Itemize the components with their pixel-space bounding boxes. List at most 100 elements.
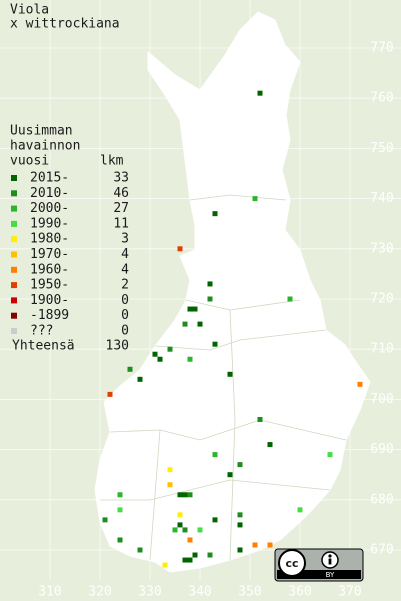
- x-tick-label: 320: [88, 585, 111, 600]
- legend-label: 1900-: [30, 293, 69, 308]
- observation: [117, 492, 123, 498]
- observation: [227, 472, 233, 478]
- observation: [127, 366, 133, 372]
- observation: [267, 542, 273, 548]
- observation: [172, 527, 178, 533]
- legend-header: havainnon: [10, 139, 80, 154]
- observation: [137, 376, 143, 382]
- legend-label: 2015-: [30, 171, 69, 186]
- legend-swatch: [11, 236, 17, 243]
- observation: [182, 557, 188, 563]
- legend-count: 4: [121, 247, 129, 262]
- observation: [197, 321, 203, 327]
- legend-count-header: lkm: [100, 154, 124, 169]
- y-tick-label: 770: [370, 41, 393, 56]
- observation: [252, 542, 258, 548]
- legend-count: 0: [121, 308, 129, 323]
- observation: [157, 356, 163, 362]
- observation: [152, 351, 158, 357]
- observation: [177, 512, 183, 518]
- observation: [187, 557, 193, 563]
- observation: [267, 442, 273, 448]
- x-tick-label: 340: [188, 585, 211, 600]
- title: Viola: [10, 3, 49, 18]
- observation: [182, 527, 188, 533]
- observation: [167, 346, 173, 352]
- observation: [207, 281, 213, 287]
- observation: [187, 356, 193, 362]
- legend-count: 46: [113, 186, 129, 201]
- x-tick-label: 330: [138, 585, 161, 600]
- observation: [162, 562, 168, 568]
- y-tick-label: 730: [370, 241, 393, 256]
- legend-label: 2010-: [30, 186, 69, 201]
- y-tick-label: 750: [370, 141, 393, 156]
- observation: [207, 296, 213, 302]
- legend-header: Uusimman: [10, 124, 73, 139]
- observation: [257, 416, 263, 422]
- observations: [102, 90, 363, 568]
- observation: [102, 517, 108, 523]
- y-tick-label: 690: [370, 442, 393, 457]
- observation: [212, 211, 218, 217]
- legend-label: 1960-: [30, 262, 69, 277]
- observation: [212, 517, 218, 523]
- observation: [207, 552, 213, 558]
- observation: [237, 547, 243, 553]
- legend-header: vuosi: [10, 154, 49, 169]
- observation: [107, 391, 113, 397]
- x-tick-label: 350: [238, 585, 261, 600]
- observation: [357, 381, 363, 387]
- observation: [177, 492, 183, 498]
- observation: [252, 196, 258, 202]
- y-tick-label: 740: [370, 191, 393, 206]
- region-borders: [100, 194, 347, 561]
- observation: [177, 522, 183, 528]
- y-tick-label: 670: [370, 543, 393, 558]
- legend-count: 11: [113, 216, 129, 231]
- legend-label: ???: [30, 324, 53, 339]
- legend-swatch: [11, 282, 17, 289]
- legend-swatch: [11, 205, 17, 212]
- finland-outline: [94, 11, 371, 573]
- legend-swatch: [11, 220, 17, 227]
- observation: [197, 527, 203, 533]
- legend-count: 4: [121, 262, 129, 277]
- x-tick-label: 310: [38, 585, 61, 600]
- legend-label: 1990-: [30, 216, 69, 231]
- observation: [187, 492, 193, 498]
- observation: [227, 371, 233, 377]
- legend-label: 2000-: [30, 201, 69, 216]
- legend-count: 3: [121, 232, 129, 247]
- observation: [212, 341, 218, 347]
- subtitle: x wittrockiana: [10, 17, 120, 32]
- observation: [137, 547, 143, 553]
- legend-label: 1980-: [30, 232, 69, 247]
- observation: [182, 492, 188, 498]
- observation: [237, 522, 243, 528]
- license-badge: cc BY: [274, 548, 364, 582]
- y-tick-label: 710: [370, 342, 393, 357]
- observation: [187, 306, 193, 312]
- observation: [257, 90, 263, 96]
- legend-swatch: [11, 312, 17, 319]
- legend-swatch: [11, 266, 17, 273]
- observation: [212, 452, 218, 458]
- y-tick-label: 720: [370, 292, 393, 307]
- x-tick-label: 370: [338, 585, 361, 600]
- y-tick-label: 760: [370, 91, 393, 106]
- y-tick-label: 700: [370, 392, 393, 407]
- observation: [167, 482, 173, 488]
- observation: [117, 507, 123, 513]
- legend-count: 2: [121, 278, 129, 293]
- legend-swatch: [11, 297, 17, 304]
- legend-count: 27: [113, 201, 129, 216]
- license-label: BY: [326, 571, 335, 579]
- legend-swatch: [11, 190, 17, 197]
- y-tick-label: 680: [370, 492, 393, 507]
- observation: [182, 321, 188, 327]
- legend-swatch: [11, 328, 17, 334]
- observation: [177, 246, 183, 252]
- observation: [192, 552, 198, 558]
- legend-total: 130: [106, 339, 129, 354]
